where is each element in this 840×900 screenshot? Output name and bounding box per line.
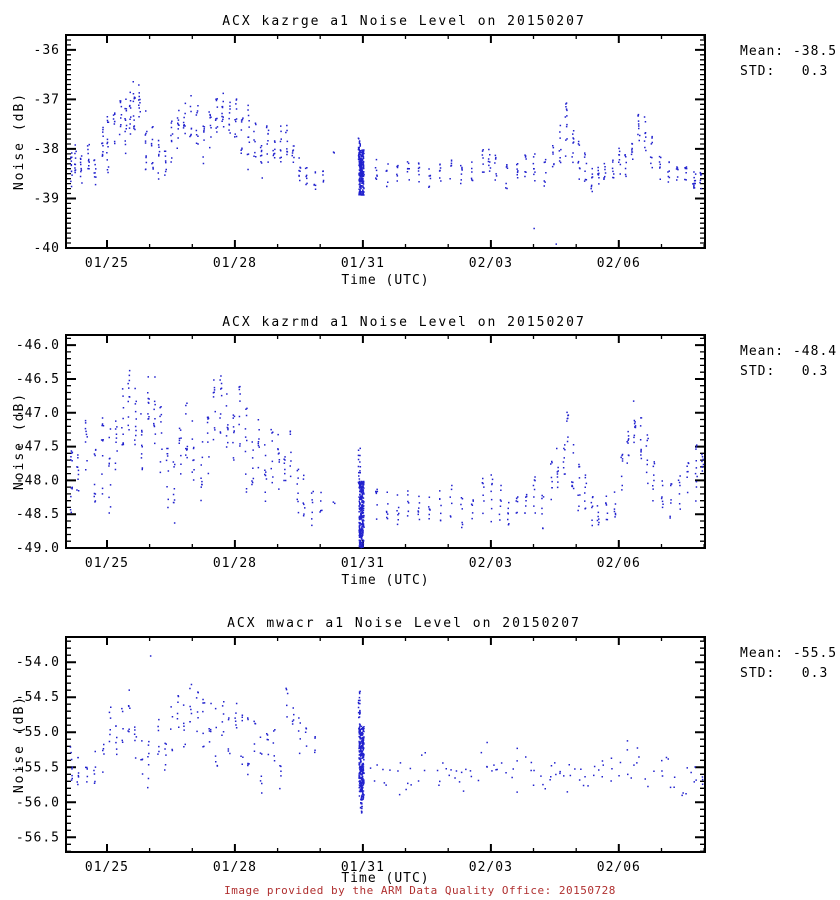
y-tick-label: -46.0 [16, 338, 60, 353]
x-tick-label: 02/06 [597, 860, 641, 875]
plot2-mean-value: Mean: -48.4 [740, 344, 838, 359]
y-tick-label: -47.5 [16, 440, 60, 455]
y-tick-label: -37 [34, 92, 60, 107]
y-tick-label: -55.0 [16, 725, 60, 740]
x-tick-label: 01/28 [213, 556, 257, 571]
y-tick-label: -54.0 [16, 655, 60, 670]
y-tick-label: -49.0 [16, 541, 60, 556]
plot1-x-axis-label: Time (UTC) [341, 273, 430, 288]
plot3-y-axis-label: Noise (dB) [12, 694, 27, 794]
y-tick-label: -40 [34, 241, 60, 256]
x-tick-label: 01/25 [85, 556, 129, 571]
scatter-points [69, 369, 705, 549]
y-tick-label: -55.5 [16, 760, 60, 775]
scatter-points [69, 655, 704, 814]
y-tick-label: -46.5 [16, 372, 60, 387]
y-tick-label: -39 [34, 191, 60, 206]
plot-3-area: 01/25 01/28 01/31 02/03 02/06 -54.0 -54.5 -55.0… [16, 636, 706, 875]
y-tick-label: -38 [34, 142, 60, 157]
x-tick-label: 01/28 [213, 860, 257, 875]
x-tick-label: 02/03 [469, 860, 513, 875]
y-tick-label: -47.0 [16, 406, 60, 421]
plot2-y-axis-label: Noise (dB) [12, 391, 27, 491]
plot1-y-axis-label: Noise (dB) [12, 91, 27, 191]
major-ticks [66, 637, 705, 852]
y-tick-label: -54.5 [16, 690, 60, 705]
axes-frame [65, 34, 706, 249]
axes-frame [65, 636, 706, 853]
footer-caption: Image provided by the ARM Data Quality O… [224, 884, 616, 897]
plot2-title: ACX kazrmd a1 Noise Level on 20150207 [222, 315, 586, 330]
y-tick-label: -56.0 [16, 795, 60, 810]
x-tick-label: 01/31 [341, 860, 385, 875]
major-ticks [66, 35, 705, 249]
major-ticks [66, 335, 705, 549]
y-tick-label: -48.5 [16, 507, 60, 522]
plot3-x-axis-label: Time (UTC) [341, 871, 430, 886]
scatter-points [70, 81, 703, 245]
plot-2-area: 01/25 01/28 01/31 02/03 02/06 -46.0 -46.5 -47.0… [16, 334, 706, 571]
minor-ticks [66, 34, 705, 248]
minor-ticks [66, 335, 705, 548]
plot3-std-value: STD: 0.3 [740, 666, 829, 681]
x-tick-label: 02/03 [469, 556, 513, 571]
x-tick-label: 01/28 [213, 256, 257, 271]
x-tick-label: 02/06 [597, 556, 641, 571]
plot-1-area: 01/25 01/28 01/31 02/03 02/06 -36 -37 -38 -39 -40 [34, 34, 706, 271]
minor-ticks [66, 637, 705, 852]
axes-frame [65, 334, 706, 549]
plot3-mean-value: Mean: -55.5 [740, 646, 838, 661]
x-tick-label: 01/31 [341, 256, 385, 271]
x-tick-label: 02/03 [469, 256, 513, 271]
x-tick-label: 01/25 [85, 860, 129, 875]
plot2-std-value: STD: 0.3 [740, 364, 829, 379]
x-tick-label: 01/31 [341, 556, 385, 571]
y-tick-label: -56.5 [16, 830, 60, 845]
x-tick-label: 02/06 [597, 256, 641, 271]
y-tick-label: -48.0 [16, 473, 60, 488]
x-tick-label: 01/25 [85, 256, 129, 271]
plot1-mean-value: Mean: -38.5 [740, 44, 838, 59]
plot1-title: ACX kazrge a1 Noise Level on 20150207 [222, 14, 586, 29]
plot3-title: ACX mwacr a1 Noise Level on 20150207 [227, 616, 581, 631]
plot2-x-axis-label: Time (UTC) [341, 573, 430, 588]
y-tick-label: -36 [34, 43, 60, 58]
plot1-std-value: STD: 0.3 [740, 64, 829, 79]
